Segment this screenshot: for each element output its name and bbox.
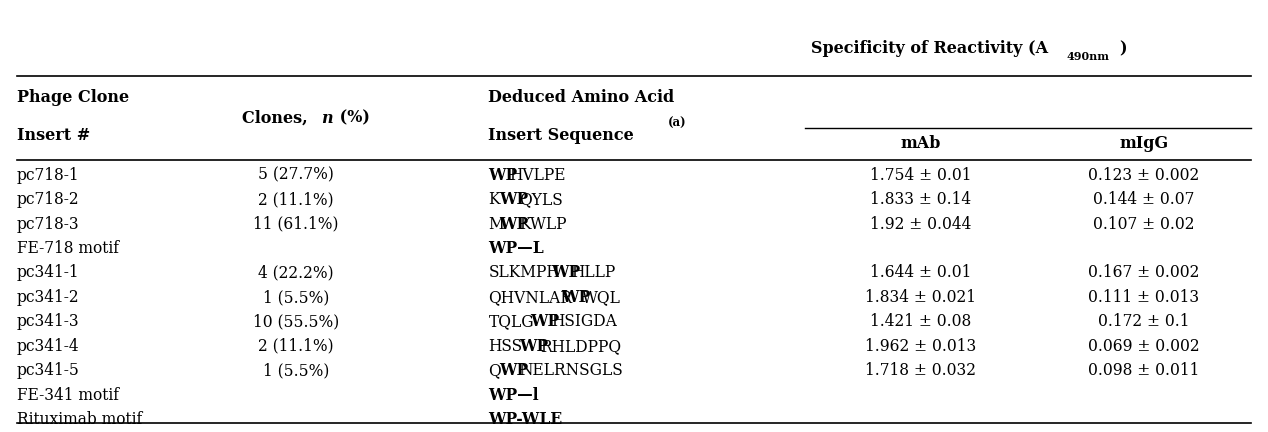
Text: pc718-3: pc718-3 [16,216,79,232]
Text: WP: WP [498,191,527,208]
Text: 0.107 ± 0.02: 0.107 ± 0.02 [1093,216,1194,232]
Text: Specificity of Reactivity (A: Specificity of Reactivity (A [812,40,1049,57]
Text: HSS: HSS [488,338,522,355]
Text: WP: WP [498,216,527,232]
Text: WP—L: WP—L [488,240,544,257]
Text: (%): (%) [335,110,370,127]
Text: WP-WLE: WP-WLE [488,411,563,428]
Text: pc341-4: pc341-4 [16,338,79,355]
Text: SLKMPH: SLKMPH [488,264,560,282]
Text: 0.167 ± 0.002: 0.167 ± 0.002 [1088,264,1200,282]
Text: WP: WP [520,338,549,355]
Text: pc718-2: pc718-2 [16,191,79,208]
Text: 2 (11.1%): 2 (11.1%) [259,191,333,208]
Text: Insert #: Insert # [16,127,90,144]
Text: QHVNLAR: QHVNLAR [488,289,572,306]
Text: pc341-1: pc341-1 [16,264,79,282]
Text: 1.421 ± 0.08: 1.421 ± 0.08 [870,313,971,330]
Text: 1.92 ± 0.044: 1.92 ± 0.044 [870,216,971,232]
Text: pc341-3: pc341-3 [16,313,79,330]
Text: pc718-1: pc718-1 [16,167,79,184]
Text: 0.098 ± 0.011: 0.098 ± 0.011 [1088,362,1200,379]
Text: 1.834 ± 0.021: 1.834 ± 0.021 [865,289,976,306]
Text: 4 (22.2%): 4 (22.2%) [259,264,333,282]
Text: QYLS: QYLS [520,191,563,208]
Text: 490nm: 490nm [1066,51,1110,62]
Text: RHLDPPQ: RHLDPPQ [540,338,621,355]
Text: 1.718 ± 0.032: 1.718 ± 0.032 [865,362,976,379]
Text: 2 (11.1%): 2 (11.1%) [259,338,333,355]
Text: Q: Q [488,362,501,379]
Text: 0.069 ± 0.002: 0.069 ± 0.002 [1088,338,1200,355]
Text: M: M [488,216,505,232]
Text: Phage Clone: Phage Clone [16,89,128,106]
Text: pc341-5: pc341-5 [16,362,80,379]
Text: 1.754 ± 0.01: 1.754 ± 0.01 [870,167,971,184]
Text: HVLPE: HVLPE [510,167,566,184]
Text: Clones,: Clones, [242,110,313,127]
Text: 1.833 ± 0.14: 1.833 ± 0.14 [870,191,971,208]
Text: 10 (55.5%): 10 (55.5%) [254,313,340,330]
Text: ): ) [1120,40,1127,57]
Text: (a): (a) [668,117,687,130]
Text: 0.172 ± 0.1: 0.172 ± 0.1 [1098,313,1189,330]
Text: WP: WP [562,289,590,306]
Text: 1 (5.5%): 1 (5.5%) [262,362,330,379]
Text: K: K [488,191,500,208]
Text: FE-718 motif: FE-718 motif [16,240,119,257]
Text: pc341-2: pc341-2 [16,289,79,306]
Text: WP: WP [530,313,559,330]
Text: 1.962 ± 0.013: 1.962 ± 0.013 [865,338,976,355]
Text: WQL: WQL [582,289,621,306]
Text: 1 (5.5%): 1 (5.5%) [262,289,330,306]
Text: n: n [322,110,333,127]
Text: WP: WP [498,362,527,379]
Text: FE-341 motif: FE-341 motif [16,387,119,404]
Text: mIgG: mIgG [1120,135,1168,152]
Text: 11 (61.1%): 11 (61.1%) [254,216,339,232]
Text: 0.111 ± 0.013: 0.111 ± 0.013 [1088,289,1200,306]
Text: mAb: mAb [900,135,941,152]
Text: Rituximab motif: Rituximab motif [16,411,142,428]
Text: 5 (27.7%): 5 (27.7%) [259,167,335,184]
Text: HSIGDA: HSIGDA [550,313,616,330]
Text: NELRNSGLS: NELRNSGLS [520,362,624,379]
Text: WP: WP [550,264,579,282]
Text: WP—l: WP—l [488,387,539,404]
Text: Deduced Amino Acid: Deduced Amino Acid [488,89,675,106]
Text: KWLP: KWLP [520,216,567,232]
Text: Insert Sequence: Insert Sequence [488,127,634,144]
Text: HLLP: HLLP [572,264,616,282]
Text: TQLG: TQLG [488,313,534,330]
Text: 0.123 ± 0.002: 0.123 ± 0.002 [1088,167,1200,184]
Text: 0.144 ± 0.07: 0.144 ± 0.07 [1093,191,1194,208]
Text: 1.644 ± 0.01: 1.644 ± 0.01 [870,264,971,282]
Text: WP: WP [488,167,517,184]
